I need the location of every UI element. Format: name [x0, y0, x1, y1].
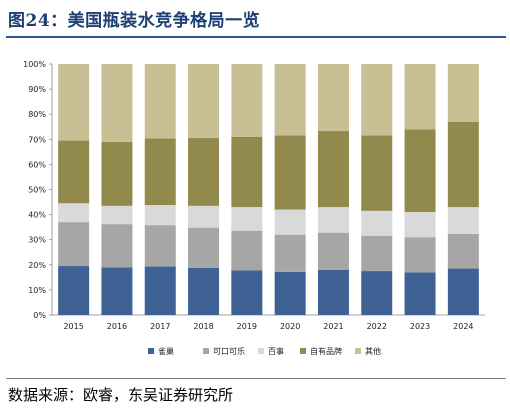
- bar-segment: [447, 268, 479, 315]
- legend-swatch: [355, 348, 361, 354]
- bar-segment: [404, 129, 436, 213]
- y-tick-label: 60%: [28, 160, 46, 169]
- bar-segment: [231, 230, 263, 271]
- bar-segment: [58, 266, 90, 315]
- bar-segment: [447, 233, 479, 269]
- bar-segment: [361, 64, 393, 136]
- bar-segment: [101, 141, 133, 206]
- y-tick-label: 80%: [28, 110, 46, 119]
- bars: [58, 64, 479, 315]
- x-tick-label: 2024: [453, 322, 473, 331]
- bar-segment: [317, 64, 349, 132]
- y-tick-label: 90%: [28, 85, 46, 94]
- x-tick-label: 2016: [107, 322, 127, 331]
- bar-segment: [274, 234, 306, 272]
- x-tick-label: 2015: [63, 322, 83, 331]
- bar-segment: [101, 64, 133, 142]
- bar-segment: [144, 138, 176, 206]
- bar-segment: [144, 225, 176, 267]
- bar-segment: [58, 140, 90, 204]
- legend-swatch: [258, 348, 264, 354]
- bar-segment: [188, 205, 220, 228]
- bar-segment: [58, 203, 90, 223]
- bar-segment: [404, 272, 436, 315]
- bar-segment: [188, 64, 220, 139]
- bar-segment: [58, 64, 90, 141]
- y-tick-label: 30%: [28, 236, 46, 245]
- x-tick-label: 2017: [150, 322, 170, 331]
- bar-segment: [188, 267, 220, 315]
- bar-segment: [231, 207, 263, 231]
- x-tick-label: 2023: [410, 322, 430, 331]
- y-tick-label: 20%: [28, 261, 46, 270]
- legend-label: 其他: [365, 346, 381, 356]
- bar-segment: [274, 271, 306, 315]
- bar-segment: [447, 207, 479, 234]
- x-tick-label: 2019: [237, 322, 257, 331]
- y-tick-label: 50%: [28, 186, 46, 195]
- bar-segment: [101, 224, 133, 268]
- legend-swatch: [148, 348, 154, 354]
- bar-segment: [447, 121, 479, 208]
- legend-swatch: [203, 348, 209, 354]
- bar-segment: [361, 235, 393, 272]
- x-tick-label: 2018: [193, 322, 213, 331]
- y-tick-label: 40%: [28, 211, 46, 220]
- bar-segment: [361, 271, 393, 315]
- bar-segment: [188, 138, 220, 206]
- chart-title: 图24：美国瓶装水竞争格局一览: [8, 11, 261, 31]
- bar-segment: [361, 210, 393, 236]
- legend-label: 百事: [268, 346, 284, 356]
- bar-segment: [231, 136, 263, 208]
- bar-segment: [404, 237, 436, 273]
- bar-segment: [188, 227, 220, 268]
- bar-segment: [404, 212, 436, 238]
- x-tick-label: 2022: [367, 322, 387, 331]
- bar-segment: [317, 207, 349, 233]
- bar-segment: [231, 64, 263, 137]
- stacked-bar-chart: 0%10%20%30%40%50%60%70%80%90%100% 2015 20…: [23, 60, 485, 356]
- y-tick-label: 10%: [28, 286, 46, 295]
- bar-segment: [317, 232, 349, 270]
- bar-segment: [447, 64, 479, 122]
- legend-label: 可口可乐: [213, 346, 245, 356]
- x-tick-label: 2020: [280, 322, 300, 331]
- bar-segment: [274, 209, 306, 235]
- legend-label: 自有品牌: [310, 346, 342, 356]
- bar-segment: [144, 64, 176, 139]
- source-divider: [6, 378, 506, 379]
- bar-segment: [404, 64, 436, 130]
- x-tick-label: 2021: [323, 322, 343, 331]
- y-tick-label: 70%: [28, 135, 46, 144]
- bar-segment: [317, 131, 349, 208]
- y-tick-label: 100%: [23, 60, 46, 69]
- bar-segment: [317, 269, 349, 315]
- legend-label: 雀巢: [158, 346, 174, 356]
- legend: 雀巢 可口可乐 百事 自有品牌 其他: [148, 346, 381, 356]
- bar-segment: [361, 135, 393, 211]
- y-tick-label: 0%: [33, 311, 46, 320]
- bar-segment: [144, 205, 176, 226]
- bar-segment: [231, 270, 263, 315]
- bar-segment: [274, 135, 306, 210]
- legend-swatch: [300, 348, 306, 354]
- bar-segment: [58, 222, 90, 267]
- source-note: 数据来源：欧睿，东吴证券研究所: [8, 386, 234, 404]
- bar-segment: [101, 205, 133, 225]
- title-divider: [6, 36, 506, 38]
- bar-segment: [101, 267, 133, 315]
- bar-segment: [144, 266, 176, 315]
- x-axis: 2015 2016 2017 2018 2019 2020 2021 2022 2023 2024: [63, 322, 473, 331]
- bar-segment: [274, 64, 306, 136]
